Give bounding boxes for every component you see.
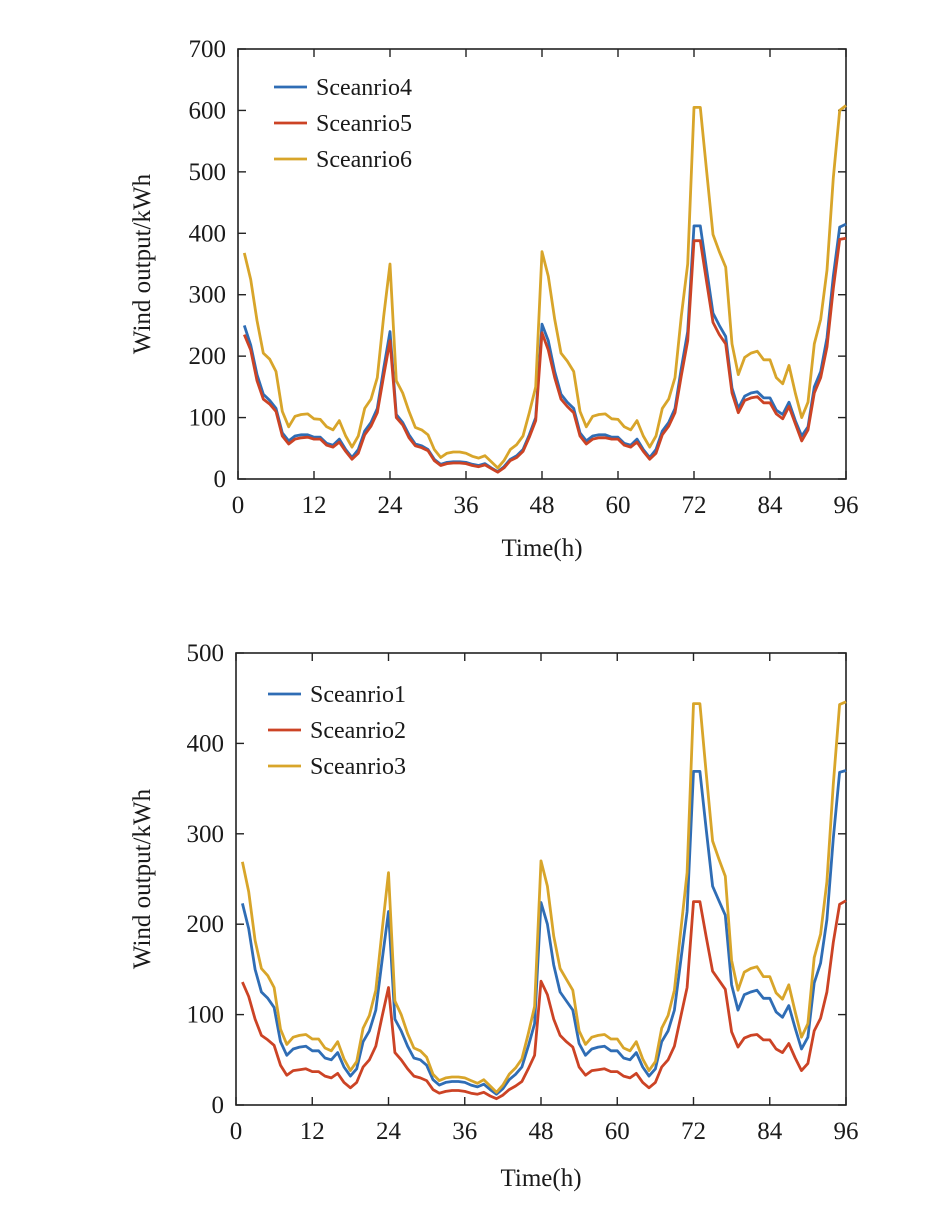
x-axis-title: Time(h) xyxy=(501,535,582,562)
y-axis-title: Wind output/kWh xyxy=(129,173,156,354)
x-tick-label: 72 xyxy=(681,1118,706,1145)
x-tick-label: 0 xyxy=(230,1118,243,1145)
y-tick-label: 0 xyxy=(212,1092,225,1119)
y-tick-label: 200 xyxy=(189,343,227,370)
series-line-sceanrio3 xyxy=(241,700,847,1094)
x-tick-label: 24 xyxy=(378,492,404,519)
x-tick-label: 48 xyxy=(530,492,555,519)
legend-label: Sceanrio4 xyxy=(316,75,412,101)
y-tick-label: 500 xyxy=(187,640,225,667)
x-tick-label: 36 xyxy=(452,1118,477,1145)
y-axis-title: Wind output/kWh xyxy=(129,788,156,969)
x-tick-label: 12 xyxy=(300,1118,325,1145)
y-tick-label: 400 xyxy=(189,220,227,247)
y-tick-label: 300 xyxy=(187,821,225,848)
y-tick-label: 500 xyxy=(189,159,227,186)
x-axis-title: Time(h) xyxy=(500,1165,581,1192)
y-tick-label: 400 xyxy=(187,730,225,757)
y-tick-label: 200 xyxy=(187,911,225,938)
x-tick-label: 36 xyxy=(454,492,479,519)
y-tick-label: 100 xyxy=(189,405,227,432)
y-tick-label: 100 xyxy=(187,1002,225,1029)
chart-panel-top: 0 12 24 36 48 60 72 84 96 0 100 200 300 400 500 600 700 T… xyxy=(129,36,859,562)
x-tick-label: 48 xyxy=(529,1118,554,1145)
series-line-sceanrio5 xyxy=(243,236,847,474)
series-line-sceanrio2 xyxy=(241,899,847,1101)
x-tick-label: 72 xyxy=(682,492,707,519)
x-tick-label: 60 xyxy=(606,492,631,519)
x-tick-label: 0 xyxy=(232,492,245,519)
y-tick-label: 0 xyxy=(214,466,227,493)
x-tick-label: 12 xyxy=(302,492,327,519)
series-line-sceanrio6 xyxy=(242,104,847,470)
x-tick-label: 84 xyxy=(757,1118,783,1145)
x-tick-label: 60 xyxy=(605,1118,630,1145)
x-tick-label: 24 xyxy=(376,1118,402,1145)
legend-label: Sceanrio3 xyxy=(310,754,406,780)
legend-label: Sceanrio2 xyxy=(310,718,406,744)
legend-label: Sceanrio1 xyxy=(310,682,406,708)
y-tick-label: 600 xyxy=(189,97,227,124)
y-tick-label: 700 xyxy=(189,36,227,63)
series-line-sceanrio1 xyxy=(241,769,847,1096)
legend-label: Sceanrio6 xyxy=(316,147,412,173)
x-tick-label: 96 xyxy=(834,492,859,519)
x-tick-label: 96 xyxy=(834,1118,859,1145)
y-tick-label: 300 xyxy=(189,282,227,309)
legend-label: Sceanrio5 xyxy=(316,111,412,137)
x-tick-label: 84 xyxy=(758,492,784,519)
chart-panel-bottom: 0 12 24 36 48 60 72 84 96 0 100 200 300 400 500 Time(h)… xyxy=(129,640,859,1192)
